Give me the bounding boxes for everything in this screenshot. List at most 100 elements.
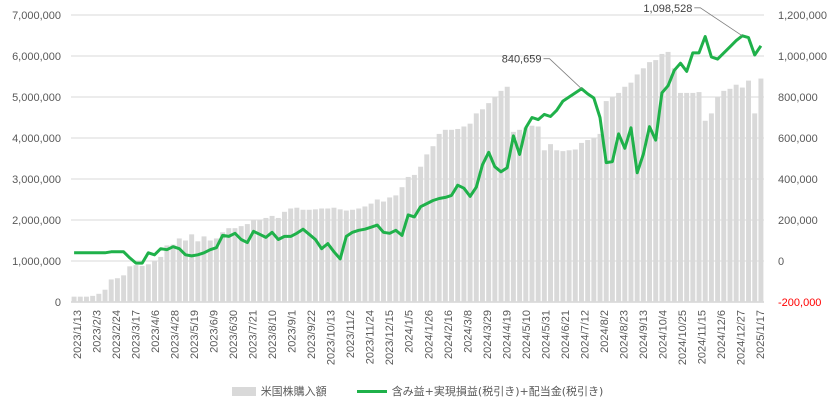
bar: [71, 296, 77, 302]
x-tick-label: 2023/5/19: [189, 310, 201, 359]
annotation-leader: [694, 7, 743, 37]
bar: [677, 92, 683, 303]
right-tick-label: 400,000: [778, 174, 818, 186]
bar: [436, 133, 442, 302]
bar: [449, 129, 455, 302]
annotation-leader: [543, 58, 582, 89]
bar: [127, 266, 133, 302]
bar: [461, 126, 467, 303]
x-tick-label: 2023/7/21: [248, 310, 260, 359]
bar: [628, 82, 634, 303]
bar: [684, 92, 690, 303]
bar: [164, 245, 170, 302]
legend-label-line: 含み益+実現損益(税引き)+配当金(税引き): [391, 385, 604, 398]
x-tick-label: 2024/8/2: [599, 310, 611, 353]
x-tick-label: 2023/6/30: [228, 310, 240, 359]
bar: [269, 215, 275, 302]
x-tick-label: 2023/6/9: [209, 310, 221, 353]
bar: [405, 176, 411, 302]
bar: [498, 90, 504, 302]
bar: [83, 296, 89, 302]
left-tick-label: 3,000,000: [12, 174, 61, 186]
x-tick-label: 2023/12/15: [384, 310, 396, 365]
bar: [455, 128, 461, 302]
right-tick-label: 1,000,000: [778, 51, 827, 63]
bar: [591, 138, 597, 302]
x-tick-label: 2024/1/5: [404, 310, 416, 353]
x-tick-label: 2024/3/8: [462, 310, 474, 353]
left-tick-label: 5,000,000: [12, 92, 61, 104]
bar: [399, 187, 405, 302]
bar: [647, 62, 653, 303]
bar: [114, 278, 120, 302]
bar: [442, 129, 448, 302]
bar: [294, 207, 300, 302]
x-tick-label: 2024/12/27: [736, 310, 748, 365]
bar: [696, 92, 702, 302]
bar: [319, 208, 325, 302]
legend: 米国株購入額 含み益+実現損益(税引き)+配当金(税引き): [0, 383, 835, 399]
bar: [473, 113, 479, 303]
bar: [213, 238, 219, 302]
bar: [603, 101, 609, 302]
bar: [90, 295, 96, 302]
right-tick-label: 0: [778, 256, 784, 268]
bar: [634, 74, 640, 302]
x-tick-label: 2024/6/21: [560, 310, 572, 359]
bar: [325, 208, 331, 302]
bar: [752, 113, 758, 303]
x-axis: 2023/1/13 2023/2/3 2023/2/24 2023/3/17 2023/…: [72, 310, 767, 365]
bar: [182, 240, 188, 302]
left-tick-label: 0: [55, 297, 61, 309]
left-tick-label: 7,000,000: [12, 10, 61, 22]
x-tick-label: 2024/9/13: [638, 310, 650, 359]
bar: [207, 240, 213, 302]
bar: [306, 209, 312, 302]
legend-swatch-bar: [231, 386, 256, 396]
bar: [479, 109, 485, 302]
bar: [690, 92, 696, 303]
bar: [121, 275, 127, 302]
annotation-label: 840,659: [502, 54, 542, 66]
bar: [226, 228, 232, 302]
bar: [232, 228, 238, 302]
bar: [380, 201, 386, 302]
bar: [715, 97, 721, 302]
bar: [721, 90, 727, 302]
x-tick-label: 2024/4/19: [501, 310, 513, 359]
x-tick-label: 2025/1/17: [755, 310, 767, 359]
bar: [275, 217, 281, 302]
x-tick-label: 2024/2/16: [443, 310, 455, 359]
x-tick-label: 2024/10/25: [677, 310, 689, 365]
bar: [331, 207, 337, 302]
legend-item-line: 含み益+実現損益(税引き)+配当金(税引き): [356, 383, 604, 399]
bar: [356, 208, 362, 302]
bar: [671, 68, 677, 302]
bar: [739, 87, 745, 302]
bar: [251, 220, 257, 302]
legend-item-bar: 米国株購入額: [231, 383, 327, 399]
x-tick-label: 2024/10/4: [657, 310, 669, 359]
annotation-label: 1,098,528: [643, 3, 692, 15]
x-tick-label: 2023/8/10: [267, 310, 279, 359]
x-tick-label: 2023/2/3: [92, 310, 104, 353]
bar: [424, 154, 430, 302]
bar: [566, 150, 572, 302]
bar: [152, 261, 158, 302]
left-axis: 0 1,000,000 2,000,000 3,000,000 4,000,000 5,0…: [12, 10, 61, 309]
x-tick-label: 2023/2/24: [111, 310, 123, 359]
bar: [746, 80, 752, 302]
bar: [263, 217, 269, 302]
bar: [733, 84, 739, 302]
bar: [492, 97, 498, 302]
bar: [702, 120, 708, 302]
bar: [281, 211, 287, 302]
bar: [300, 209, 306, 302]
bar: [517, 129, 523, 302]
x-tick-label: 2023/9/22: [306, 310, 318, 359]
bar: [244, 224, 250, 302]
bar: [201, 236, 207, 302]
left-tick-label: 1,000,000: [12, 256, 61, 268]
